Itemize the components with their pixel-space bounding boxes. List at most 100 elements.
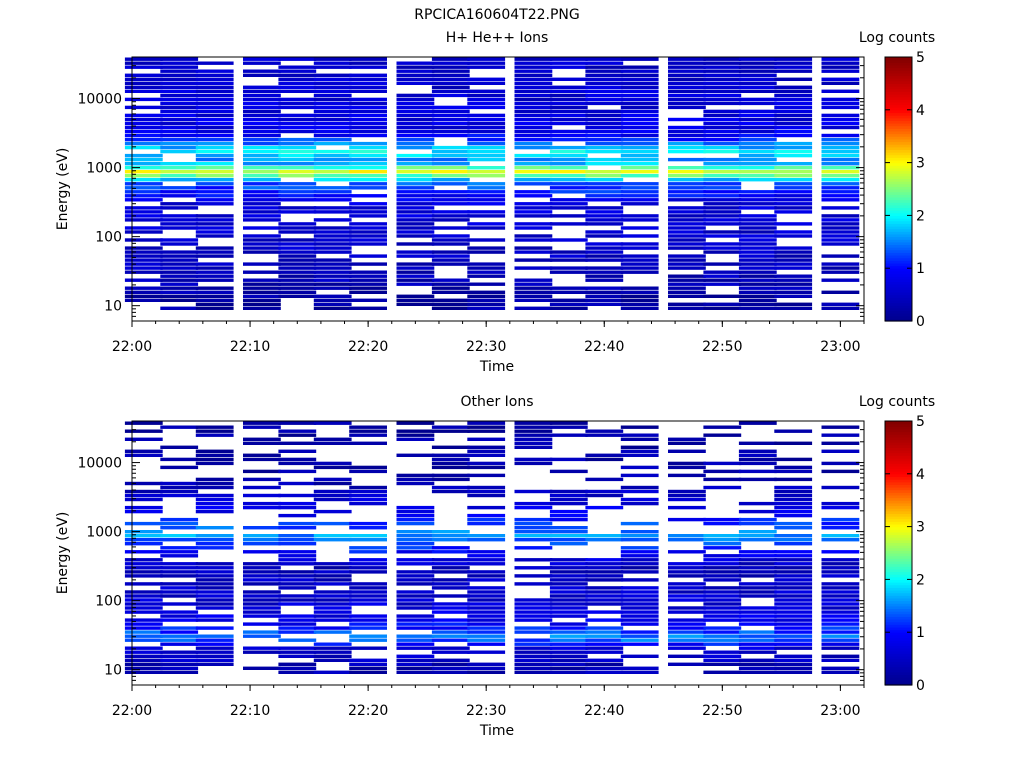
- heatmap-cell: [774, 182, 813, 186]
- heatmap-cell: [738, 77, 777, 81]
- heatmap-cell: [821, 254, 860, 258]
- heatmap-cell: [668, 93, 706, 98]
- heatmap-cell: [549, 670, 588, 674]
- heatmap-cell: [195, 306, 234, 310]
- heatmap-cell: [467, 190, 506, 194]
- heatmap-cell: [620, 65, 659, 69]
- heatmap-cell: [396, 93, 435, 98]
- heatmap-cell: [243, 166, 281, 170]
- heatmap-cell: [349, 550, 387, 554]
- heatmap-cell: [124, 481, 163, 486]
- heatmap-cell: [278, 162, 317, 166]
- heatmap-cell: [313, 658, 352, 662]
- heatmap-cell: [278, 258, 317, 262]
- colorbar-segment: [885, 576, 912, 580]
- heatmap-cell: [467, 121, 506, 126]
- heatmap-cell: [349, 626, 387, 630]
- heatmap-cell: [467, 117, 506, 122]
- heatmap-cell: [243, 170, 281, 174]
- heatmap-cell: [431, 182, 470, 186]
- heatmap-cell: [514, 153, 553, 158]
- heatmap-cell: [349, 485, 387, 490]
- heatmap-cell: [195, 234, 234, 238]
- heatmap-cell: [514, 206, 553, 210]
- heatmap-cell: [703, 302, 742, 306]
- colorbar-segment: [885, 642, 912, 646]
- heatmap-cell: [703, 538, 742, 542]
- heatmap-cell: [195, 190, 234, 194]
- heatmap-cell: [313, 234, 352, 238]
- heatmap-cell: [431, 190, 470, 194]
- heatmap-cell: [467, 517, 506, 522]
- heatmap-cell: [774, 133, 813, 138]
- heatmap-cell: [243, 93, 281, 98]
- colorbar-segment: [885, 666, 912, 670]
- heatmap-cell: [585, 246, 624, 250]
- heatmap-cell: [668, 222, 706, 226]
- heatmap-cell: [668, 570, 706, 574]
- heatmap-cell: [396, 421, 435, 425]
- heatmap-cell: [124, 250, 163, 254]
- heatmap-cell: [278, 246, 317, 250]
- heatmap-cell: [668, 198, 706, 202]
- heatmap-cell: [124, 497, 163, 502]
- heatmap-cell: [195, 246, 234, 250]
- colorbar-segment: [885, 497, 912, 501]
- panel-bottom-plot-frame: [131, 420, 865, 686]
- heatmap-cell: [349, 666, 387, 670]
- heatmap-cell: [195, 294, 234, 298]
- heatmap-cell: [821, 306, 860, 310]
- heatmap-cell: [620, 162, 659, 166]
- heatmap-cell: [195, 270, 234, 274]
- heatmap-cell: [668, 101, 706, 106]
- heatmap-cell: [774, 594, 813, 598]
- heatmap-cell: [620, 153, 659, 158]
- heatmap-cell: [738, 622, 777, 626]
- heatmap-cell: [774, 598, 813, 602]
- heatmap-cell: [160, 630, 199, 634]
- heatmap-cell: [549, 578, 588, 582]
- heatmap-cell: [396, 266, 435, 270]
- heatmap-cell: [738, 61, 777, 65]
- heatmap-cell: [278, 121, 317, 126]
- heatmap-cell: [738, 453, 777, 457]
- heatmap-cell: [668, 258, 706, 262]
- heatmap-cell: [396, 234, 435, 238]
- heatmap-cell: [620, 218, 659, 222]
- heatmap-cell: [278, 194, 317, 198]
- heatmap-cell: [514, 81, 553, 85]
- heatmap-cell: [396, 598, 435, 602]
- heatmap-cell: [738, 65, 777, 69]
- heatmap-cell: [160, 250, 199, 254]
- colorbar-segment: [885, 59, 912, 63]
- heatmap-cell: [620, 530, 659, 534]
- heatmap-cell: [620, 246, 659, 250]
- heatmap-cell: [243, 125, 281, 130]
- heatmap-cell: [514, 57, 553, 61]
- heatmap-cell: [431, 238, 470, 242]
- heatmap-cell: [738, 282, 777, 286]
- heatmap-cell: [313, 465, 352, 470]
- heatmap-cell: [243, 238, 281, 242]
- heatmap-cell: [585, 210, 624, 214]
- heatmap-cell: [195, 646, 234, 650]
- heatmap-cell: [703, 186, 742, 190]
- heatmap-cell: [668, 186, 706, 190]
- heatmap-cell: [774, 294, 813, 298]
- heatmap-cell: [620, 538, 659, 542]
- y-tick-label: 1000: [86, 525, 122, 541]
- colorbar-segment: [885, 67, 912, 71]
- heatmap-cell: [467, 166, 506, 170]
- heatmap-cell: [160, 298, 199, 302]
- heatmap-cell: [467, 137, 506, 142]
- heatmap-cell: [774, 521, 813, 526]
- heatmap-cell: [668, 505, 706, 510]
- heatmap-cell: [703, 222, 742, 226]
- heatmap-cell: [195, 650, 234, 654]
- heatmap-cell: [821, 242, 860, 246]
- heatmap-cell: [313, 121, 352, 126]
- heatmap-cell: [821, 558, 860, 562]
- heatmap-cell: [195, 477, 234, 482]
- heatmap-cell: [774, 234, 813, 238]
